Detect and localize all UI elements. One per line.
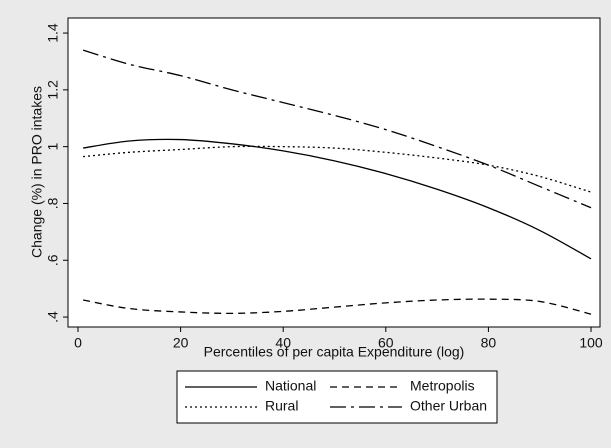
legend-label: Other Urban [410, 398, 487, 414]
legend-box [176, 370, 498, 424]
x-tick-label: 20 [173, 335, 189, 351]
x-tick-label: 0 [74, 335, 82, 351]
x-axis-label: Percentiles of per capita Expenditure (l… [204, 344, 465, 360]
legend-label: Rural [265, 398, 298, 414]
series-line [83, 145, 592, 193]
y-tick-label: .8 [45, 197, 61, 209]
y-tick-label: 1 [45, 143, 61, 151]
y-tick-label: 1.2 [45, 80, 61, 100]
series-line [82, 49, 592, 209]
plot-area [67, 17, 601, 328]
x-tick-label: 60 [378, 335, 394, 351]
x-tick-label: 40 [275, 335, 291, 351]
x-tick-label: 80 [481, 335, 497, 351]
y-axis-label: Change (%) in PRO intakes [29, 86, 45, 258]
x-tick-label: 100 [579, 335, 603, 351]
series-line [83, 138, 592, 260]
legend-label: National [265, 378, 316, 394]
y-tick-label: .4 [45, 311, 61, 323]
y-tick-label: .6 [45, 254, 61, 266]
series-line [83, 298, 592, 315]
y-tick-label: 1.4 [45, 23, 61, 43]
legend-label: Metropolis [410, 378, 475, 394]
